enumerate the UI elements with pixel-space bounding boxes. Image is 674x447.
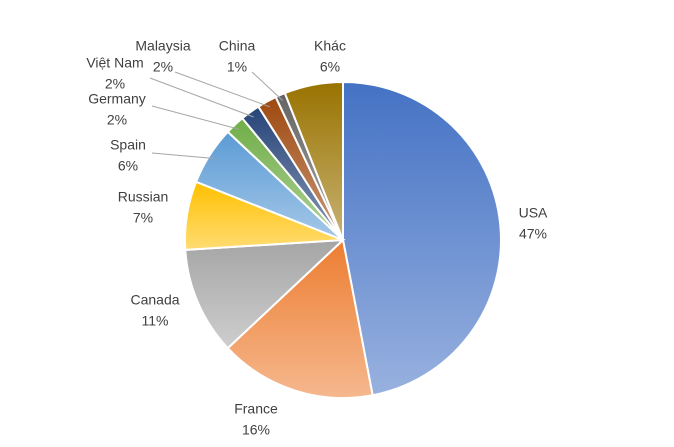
value-label: 2% (105, 76, 125, 92)
value-label: 2% (153, 59, 173, 75)
category-label: USA (519, 205, 548, 221)
leader-line (151, 152, 215, 160)
value-label: 2% (107, 112, 127, 128)
category-label: France (234, 401, 278, 417)
category-label: Malaysia (135, 38, 190, 54)
category-label: China (219, 38, 256, 54)
category-label: Germany (88, 91, 146, 107)
slice (283, 80, 344, 241)
value-label: 16% (242, 422, 270, 438)
category-label: Việt Nam (86, 55, 143, 71)
value-label: 47% (519, 226, 547, 242)
value-label: 11% (142, 313, 169, 329)
category-label: Canada (130, 292, 179, 308)
pie (184, 80, 502, 399)
labels: USA 47% France 16% Canada 11% Russian 7% Spain 6%… (86, 38, 548, 438)
value-label: 1% (227, 59, 247, 75)
value-label: 7% (133, 210, 153, 226)
slice (226, 238, 374, 399)
slice (184, 238, 346, 350)
category-label: Khác (314, 38, 346, 54)
leader-line (149, 77, 254, 118)
category-label: Russian (118, 189, 169, 205)
value-label: 6% (320, 59, 340, 75)
leader-line (151, 105, 240, 130)
category-label: Spain (110, 137, 146, 153)
leader-line (174, 71, 270, 108)
value-label: 6% (118, 158, 138, 174)
leader-line (251, 71, 283, 101)
slice (342, 80, 502, 397)
